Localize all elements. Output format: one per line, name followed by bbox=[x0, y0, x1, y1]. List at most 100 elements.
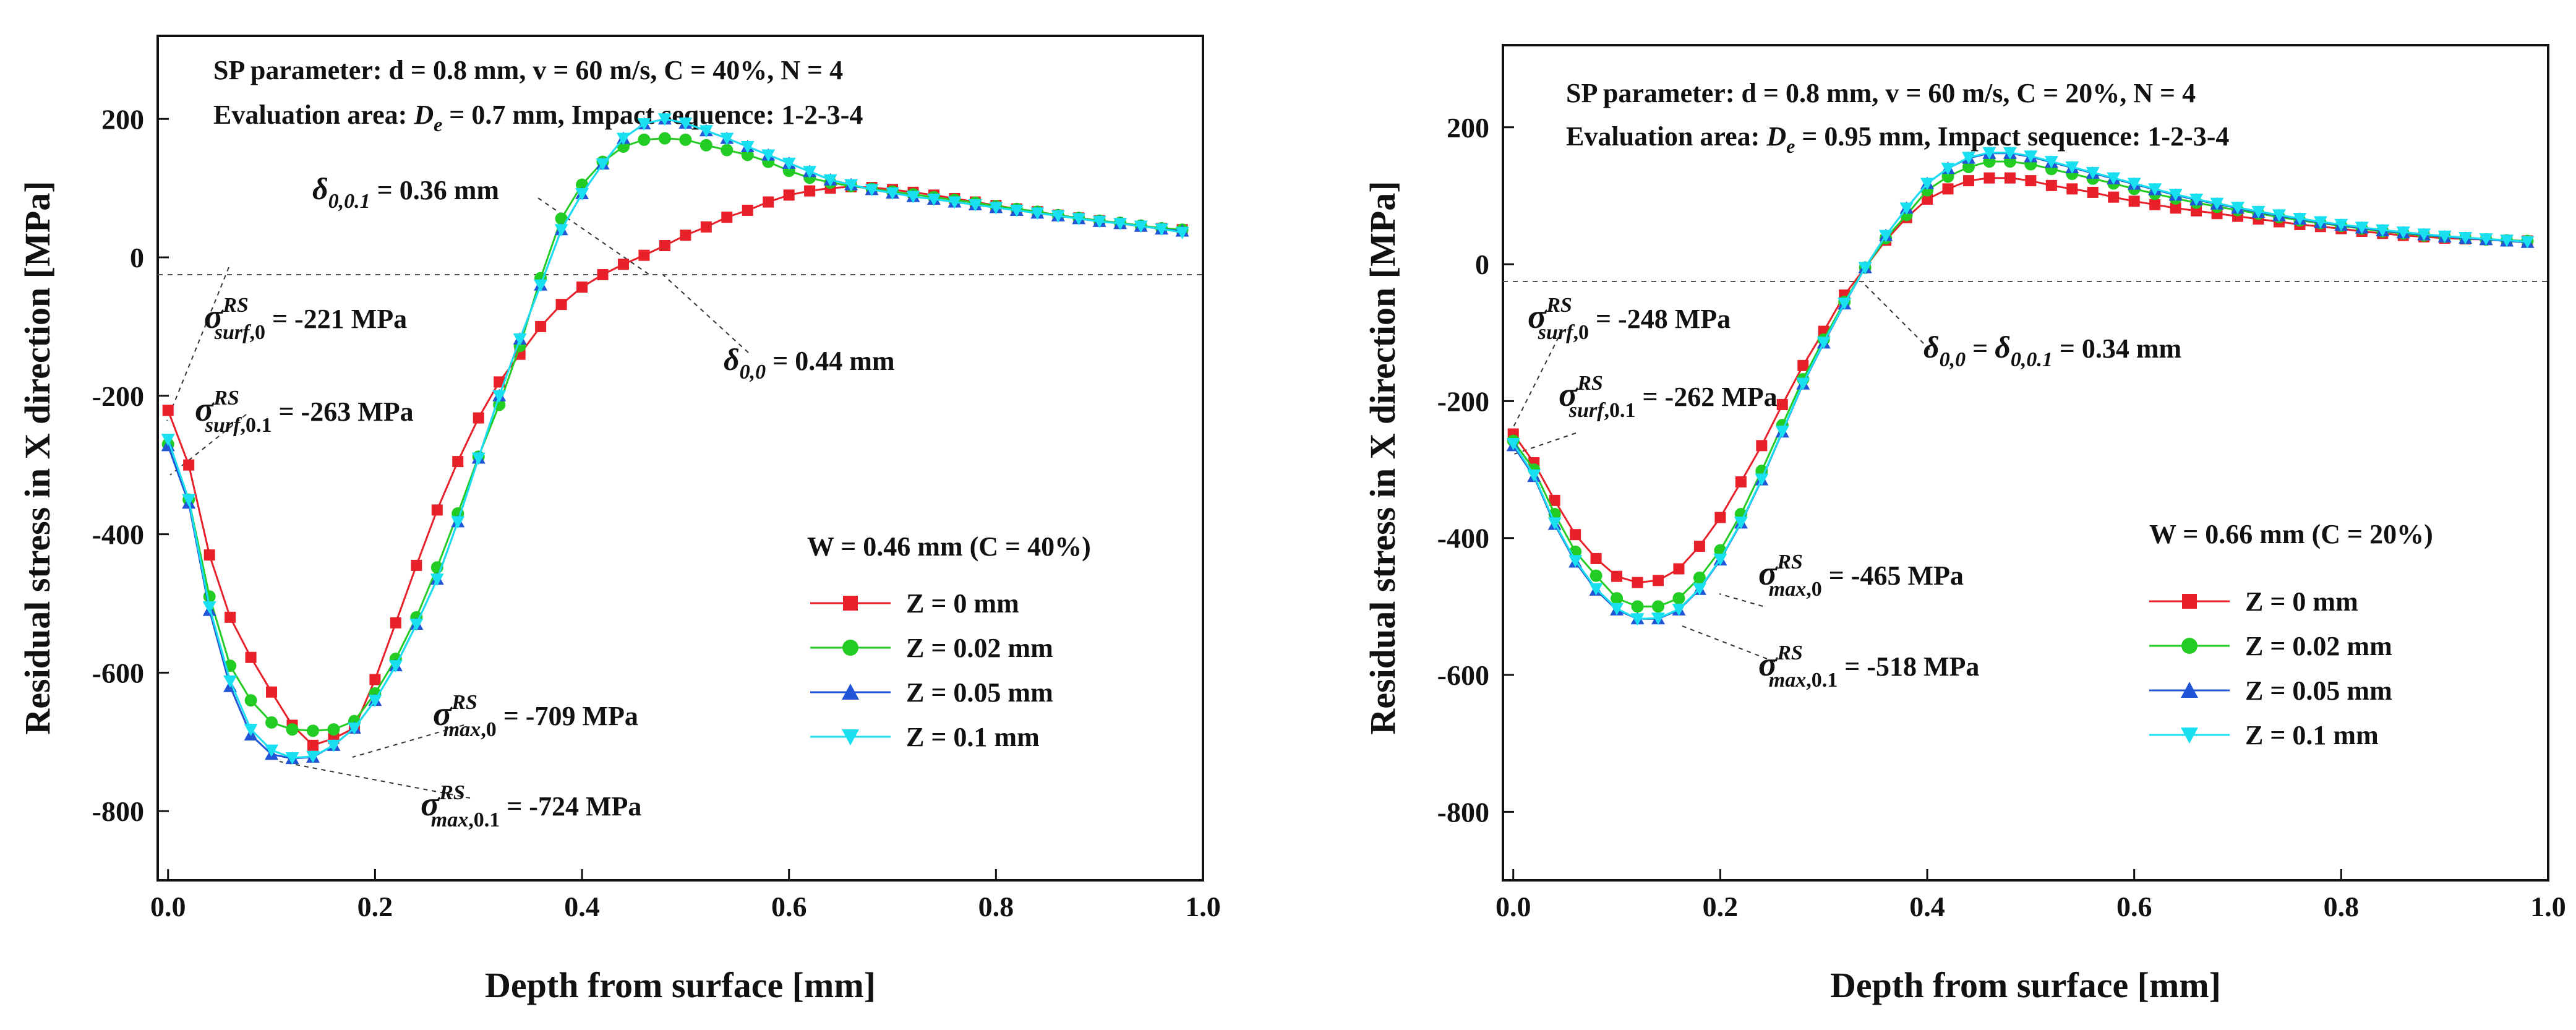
data-point bbox=[989, 202, 1003, 215]
annotation-sigma-max-01: σRS max,0.1 = -724 MPa bbox=[421, 781, 641, 831]
legend-marker bbox=[842, 729, 859, 745]
data-point bbox=[617, 259, 629, 270]
y-tick-label: -400 bbox=[92, 519, 144, 551]
data-point bbox=[473, 412, 484, 424]
data-point bbox=[1051, 210, 1065, 223]
data-point bbox=[1568, 555, 1583, 568]
x-tick-label: 0.6 bbox=[2116, 891, 2152, 922]
data-point bbox=[1756, 440, 1768, 452]
annotation-leaders bbox=[1510, 281, 1930, 663]
data-point bbox=[2086, 166, 2100, 179]
data-point bbox=[1590, 569, 1603, 582]
data-point bbox=[202, 601, 216, 614]
x-tick-label: 1.0 bbox=[1185, 891, 1221, 922]
legend-item: Z = 0 mm bbox=[810, 588, 1019, 619]
data-point bbox=[2210, 197, 2224, 210]
data-point bbox=[2355, 221, 2369, 234]
x-tick-label: 0.0 bbox=[1496, 891, 1531, 922]
data-point bbox=[823, 174, 837, 187]
header-line-2: Evaluation area: De = 0.7 mm, Impact seq… bbox=[213, 100, 863, 135]
x-tick-label: 0.4 bbox=[564, 891, 600, 922]
data-point bbox=[2437, 230, 2452, 243]
data-point bbox=[1092, 215, 1106, 228]
legend-title: W = 0.66 mm (C = 20%) bbox=[2149, 519, 2433, 549]
data-point bbox=[1735, 476, 1747, 487]
data-point bbox=[2520, 236, 2535, 249]
data-point bbox=[1713, 554, 1727, 567]
legend-label: Z = 0 mm bbox=[2245, 586, 2358, 617]
y-tick-label: -400 bbox=[1437, 523, 1489, 554]
x-axis-title: Depth from surface [mm] bbox=[1830, 965, 2221, 1005]
data-point bbox=[2004, 172, 2016, 184]
x-tick-label: 0.6 bbox=[771, 891, 807, 922]
data-point bbox=[886, 187, 900, 200]
data-point bbox=[1134, 220, 1148, 233]
data-point bbox=[555, 299, 567, 311]
data-point bbox=[2458, 231, 2473, 244]
data-point bbox=[2065, 161, 2079, 174]
data-point bbox=[555, 212, 568, 225]
data-point bbox=[1983, 172, 1995, 184]
data-point bbox=[2500, 234, 2514, 247]
x-tick-label: 0.0 bbox=[150, 891, 186, 922]
data-point bbox=[1796, 377, 1810, 390]
series-4 bbox=[1506, 147, 2535, 626]
data-point bbox=[679, 133, 692, 146]
chart-right: 0.0 0.2 0.4 0.6 0.8 1.0 2000-200-400-600-800 … bbox=[1363, 44, 2566, 1005]
data-point bbox=[1155, 223, 1169, 236]
data-point bbox=[2045, 179, 2057, 191]
data-point bbox=[1692, 583, 1706, 596]
data-point bbox=[1962, 160, 1975, 173]
data-point bbox=[225, 611, 236, 623]
header-line-1: SP parameter: d = 0.8 mm, v = 60 m/s, C … bbox=[1566, 78, 2196, 108]
y-tick-label: -200 bbox=[1437, 385, 1489, 417]
y-axis-ticks: 200 0 -200 -400 -600 -800 bbox=[92, 103, 169, 827]
data-point bbox=[431, 504, 443, 516]
data-point bbox=[1816, 337, 1831, 350]
y-tick-label: -200 bbox=[92, 380, 144, 412]
data-point bbox=[2479, 233, 2493, 246]
data-point bbox=[680, 230, 691, 241]
data-point bbox=[494, 376, 505, 388]
data-point bbox=[1009, 204, 1024, 217]
data-point bbox=[2417, 228, 2431, 241]
legend: W = 0.46 mm (C = 40%) Z = 0 mm Z = 0.02 m… bbox=[807, 531, 1091, 752]
legend-marker bbox=[2181, 682, 2198, 698]
data-point bbox=[2044, 156, 2058, 169]
data-point bbox=[1920, 178, 1935, 191]
data-point bbox=[2107, 172, 2121, 185]
data-point bbox=[1672, 603, 1686, 616]
x-axis-title: Depth from surface [mm] bbox=[485, 965, 876, 1005]
legend: W = 0.66 mm (C = 20%) Z = 0 mm Z = 0.02 m… bbox=[2149, 519, 2433, 750]
data-point bbox=[2376, 224, 2390, 237]
data-point bbox=[1672, 592, 1685, 605]
data-point bbox=[1838, 298, 1852, 311]
data-point bbox=[1113, 218, 1128, 231]
data-point bbox=[266, 686, 278, 698]
data-point bbox=[1982, 147, 1996, 160]
annotation-sigma-max-0: σRS max,0 = -709 MPa bbox=[433, 691, 638, 741]
legend-item: Z = 0.02 mm bbox=[810, 633, 1053, 663]
data-point bbox=[452, 456, 464, 468]
data-point bbox=[1030, 207, 1045, 220]
legend-item: Z = 0.05 mm bbox=[2149, 676, 2392, 706]
data-point bbox=[1961, 152, 1975, 165]
data-point bbox=[1632, 577, 1643, 588]
data-point bbox=[1693, 541, 1705, 552]
data-point bbox=[1693, 571, 1706, 584]
legend-item: Z = 0 mm bbox=[2149, 586, 2358, 617]
chart-left: 0.0 0.2 0.4 0.6 0.8 1.0 2000-200-400-600-800 … bbox=[17, 35, 1221, 1005]
legend-label: Z = 0.02 mm bbox=[906, 633, 1053, 663]
data-point bbox=[782, 157, 796, 170]
data-point bbox=[2272, 209, 2286, 222]
data-point bbox=[699, 125, 713, 138]
data-point bbox=[513, 333, 527, 346]
legend-label: Z = 0.1 mm bbox=[906, 722, 1040, 752]
series-group bbox=[161, 112, 1189, 765]
data-point bbox=[804, 185, 816, 197]
y-tick-label: -600 bbox=[92, 657, 144, 689]
x-axis-ticks: 0.0 0.2 0.4 0.6 0.8 1.0 bbox=[1496, 869, 2566, 922]
data-point bbox=[554, 224, 568, 237]
data-point bbox=[244, 694, 257, 707]
data-point bbox=[1714, 512, 1726, 523]
